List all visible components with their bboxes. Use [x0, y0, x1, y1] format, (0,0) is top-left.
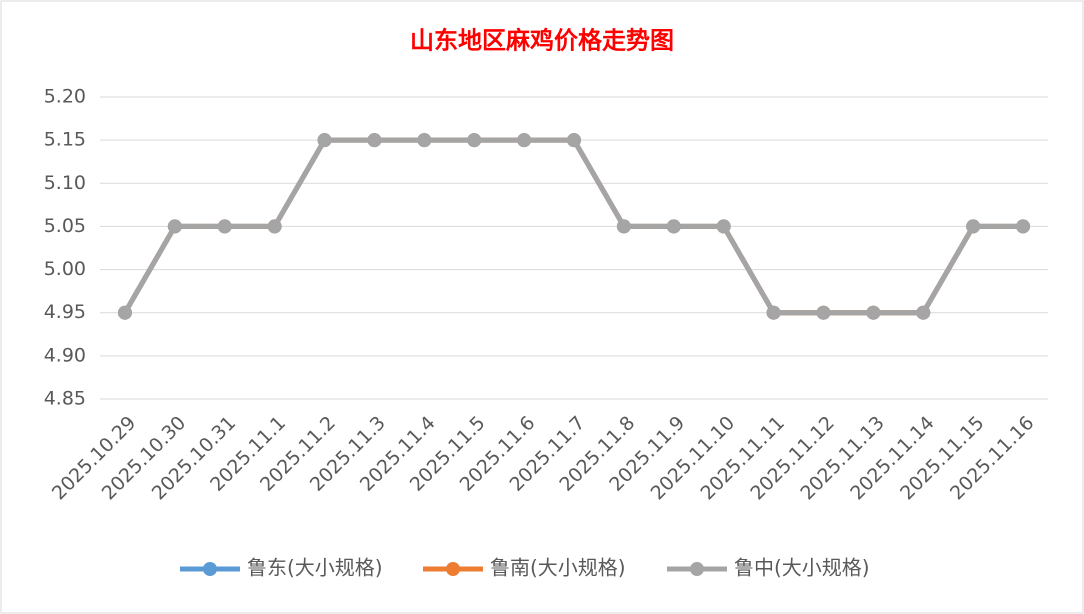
legend-label: 鲁南(大小规格)	[490, 556, 626, 580]
marker	[517, 133, 532, 148]
marker	[267, 219, 282, 234]
marker	[317, 133, 332, 148]
marker	[417, 133, 432, 148]
marker	[1016, 219, 1031, 234]
marker	[766, 305, 781, 320]
marker	[467, 133, 482, 148]
marker	[117, 305, 132, 320]
y-tick-label: 5.20	[44, 86, 86, 108]
marker	[966, 219, 981, 234]
marker	[666, 219, 681, 234]
legend-label: 鲁东(大小规格)	[247, 556, 383, 580]
legend-marker	[446, 562, 460, 576]
y-tick-label: 5.15	[44, 129, 86, 151]
y-tick-label: 4.95	[44, 301, 86, 323]
chart-title: 山东地区麻鸡价格走势图	[410, 26, 674, 55]
y-tick-label: 4.90	[44, 344, 86, 366]
marker	[716, 219, 731, 234]
y-tick-label: 5.00	[44, 258, 86, 280]
marker	[567, 133, 581, 148]
marker	[816, 305, 831, 320]
y-tick-label: 5.10	[44, 172, 86, 194]
marker	[616, 219, 631, 234]
y-tick-label: 5.05	[44, 215, 86, 237]
marker	[866, 305, 881, 320]
marker	[167, 219, 182, 234]
legend-label: 鲁中(大小规格)	[734, 556, 870, 580]
marker	[217, 219, 232, 234]
y-tick-label: 4.85	[44, 388, 86, 410]
marker	[916, 305, 931, 320]
marker	[367, 133, 382, 148]
legend-marker	[690, 562, 704, 576]
legend-marker	[203, 562, 217, 576]
